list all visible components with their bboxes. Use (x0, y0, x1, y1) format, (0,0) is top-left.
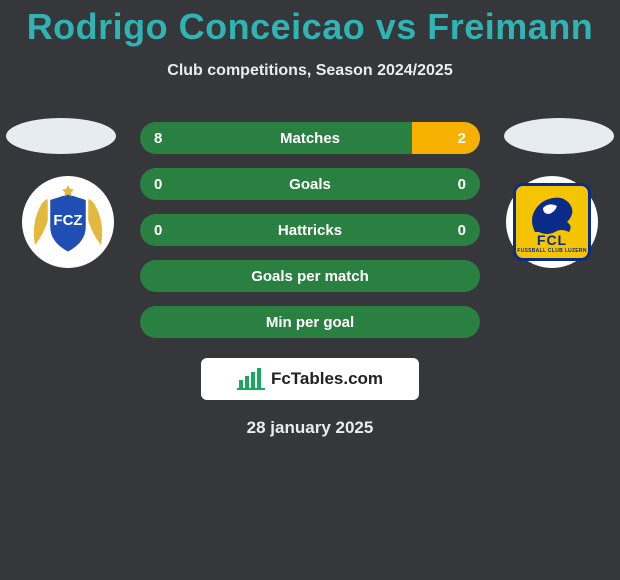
stat-row: 0Goals0 (140, 168, 480, 200)
stat-value-right: 0 (436, 222, 480, 239)
stat-label: Matches (184, 130, 436, 147)
club-right-badge: FCL FUSSBALL CLUB LUZERN (506, 176, 598, 268)
stat-value-left: 0 (140, 222, 184, 239)
player-right-avatar (504, 118, 614, 154)
stat-value-right: 0 (436, 176, 480, 193)
club-left-badge: FCZ (22, 176, 114, 268)
stat-label: Hattricks (184, 222, 436, 239)
stat-label: Min per goal (184, 314, 436, 331)
fcl-figure-icon (525, 192, 579, 236)
stat-label: Goals per match (184, 268, 436, 285)
stat-value-left: 8 (140, 130, 184, 147)
stats-container: 8Matches20Goals00Hattricks0Goals per mat… (140, 122, 480, 352)
fcl-badge-icon: FCL FUSSBALL CLUB LUZERN (513, 183, 591, 261)
stat-label: Goals (184, 176, 436, 193)
branding-text: FcTables.com (271, 369, 383, 389)
stat-row: Min per goal (140, 306, 480, 338)
comparison-card: Rodrigo Conceicao vs Freimann Club compe… (0, 0, 620, 580)
fcl-sub-text: FUSSBALL CLUB LUZERN (517, 248, 587, 254)
stat-row: Goals per match (140, 260, 480, 292)
stat-value-left: 0 (140, 176, 184, 193)
branding-box[interactable]: FcTables.com (201, 358, 419, 400)
fcz-badge-icon: FCZ (29, 183, 107, 261)
fcz-letters: FCZ (53, 212, 82, 229)
stat-row: 8Matches2 (140, 122, 480, 154)
player-left-avatar (6, 118, 116, 154)
page-subtitle: Club competitions, Season 2024/2025 (0, 62, 620, 80)
stat-row: 0Hattricks0 (140, 214, 480, 246)
stat-value-right: 2 (436, 130, 480, 147)
branding-chart-icon (237, 368, 265, 390)
fcz-shield-icon: FCZ (49, 193, 87, 253)
page-title: Rodrigo Conceicao vs Freimann (0, 0, 620, 48)
date-label: 28 january 2025 (0, 418, 620, 438)
